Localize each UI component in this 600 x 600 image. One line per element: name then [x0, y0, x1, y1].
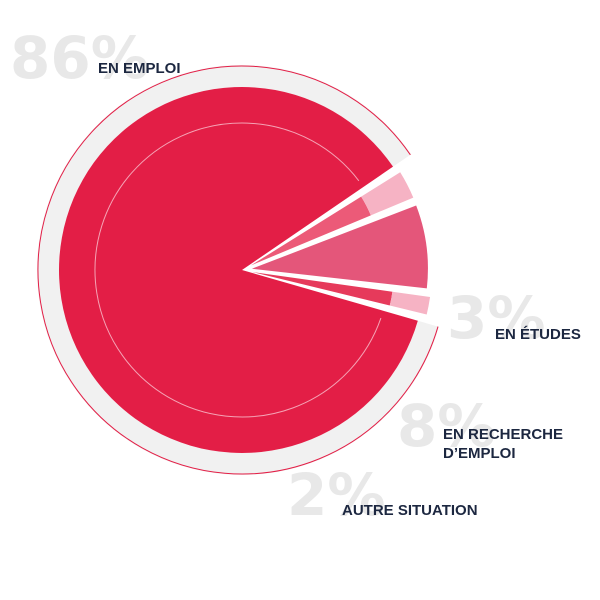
slice-autre-situation-body: [251, 271, 393, 306]
slice-autre-situation-tip: [389, 291, 431, 315]
slice-en-recherche-d-emploi: [251, 205, 428, 289]
slice-autre-situation-category-label: AUTRE SITUATION: [342, 502, 478, 519]
slice-en-recherche-d-emploi-category-label-line: D’EMPLOI: [443, 445, 516, 462]
slice-autre-situation: [251, 271, 431, 315]
slice-autre-situation-category-label-line: AUTRE SITUATION: [342, 502, 478, 519]
slice-en-etudes-body: [250, 196, 371, 266]
slice-en-emploi-outline: [37, 65, 439, 475]
pie-labels: 86%EN EMPLOI 3%EN ÉTUDES 8%EN RECHERCHE D’E…: [10, 24, 581, 529]
slice-en-etudes-value-label: 3%: [447, 284, 545, 352]
slice-en-emploi-inner-line: [94, 122, 382, 418]
slice-en-emploi-category-label-line: EN EMPLOI: [98, 60, 181, 77]
slice-en-etudes-category-label-line: EN ÉTUDES: [495, 326, 581, 343]
slice-autre-situation-value-label: 2%: [287, 461, 385, 529]
slice-en-emploi-category-label: EN EMPLOI: [98, 60, 181, 77]
slice-en-recherche-d-emploi-category-label-line: EN RECHERCHE: [443, 426, 563, 443]
slice-en-emploi-value-label: 86%: [10, 24, 149, 92]
slice-en-etudes-category-label: EN ÉTUDES: [495, 326, 581, 343]
slice-en-emploi: [59, 87, 418, 454]
slice-en-etudes: [250, 172, 414, 266]
slice-en-recherche-d-emploi-body: [251, 205, 428, 289]
pie-slices: [36, 64, 439, 475]
slice-en-recherche-d-emploi-category-label: EN RECHERCHE D’EMPLOI: [443, 426, 563, 462]
slice-en-etudes-tip: [361, 172, 414, 216]
slice-en-recherche-d-emploi-value-label: 8%: [397, 392, 495, 460]
